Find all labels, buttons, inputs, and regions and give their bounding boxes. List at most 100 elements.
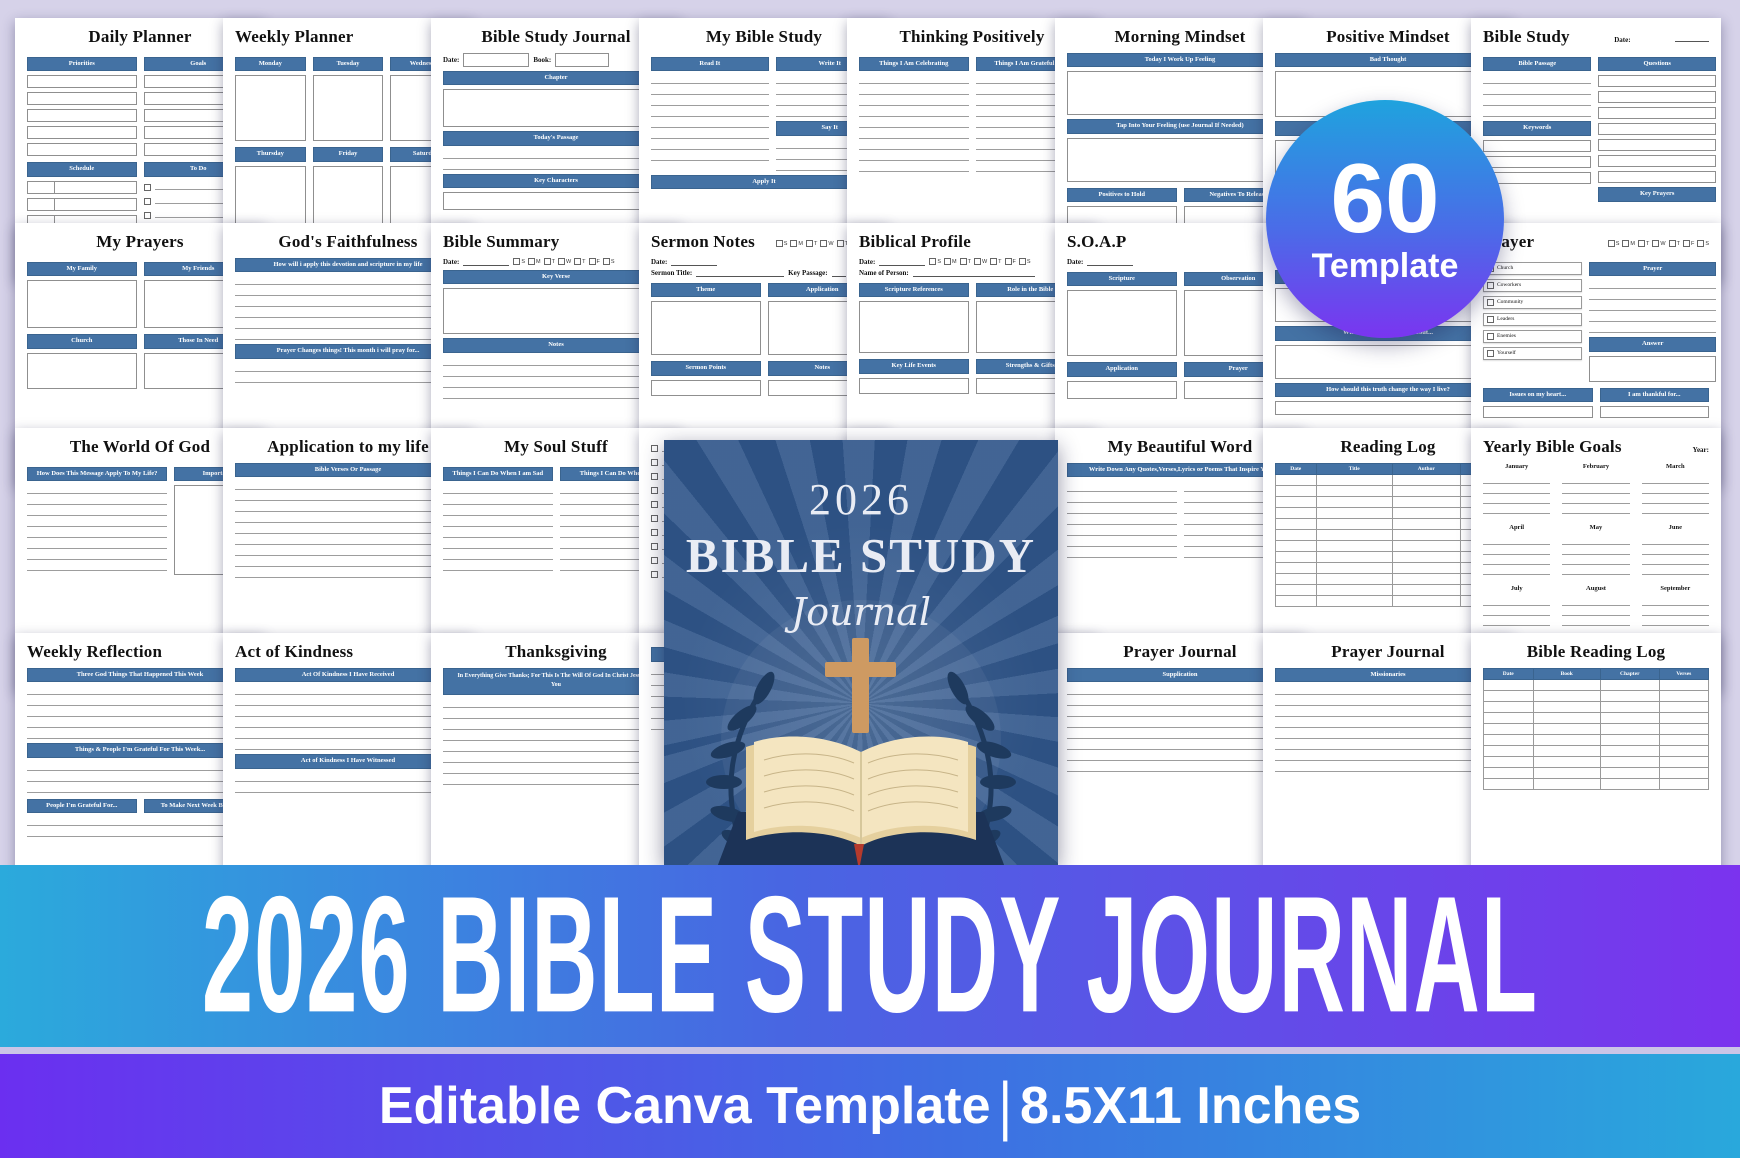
ruled-lines: [1483, 73, 1592, 118]
page-header: Thanksgiving: [443, 642, 669, 662]
ruled-line: [651, 139, 769, 151]
weekday-checkbox: T: [543, 258, 555, 266]
section-header-bar: Answer: [1589, 337, 1716, 352]
ruled-lines: [235, 361, 461, 383]
ruled-line: [775, 138, 884, 149]
page-header: Morning Mindset: [1067, 27, 1293, 47]
entry-row: [27, 92, 137, 106]
checkbox-icon: [1682, 240, 1690, 247]
ruled-line: [27, 826, 253, 838]
log-table-header: Date: [1275, 462, 1317, 475]
ruled-line: [443, 774, 669, 785]
ruled-line: [975, 161, 1085, 173]
log-table-cell: [1600, 678, 1660, 691]
ruled-line: [443, 366, 669, 377]
entry-box: [859, 301, 969, 354]
weekday-checkbox: W: [1652, 240, 1666, 247]
ruled-lines: [443, 148, 669, 170]
ruled-line: [1275, 761, 1501, 773]
log-table-cell: [1658, 755, 1709, 768]
page-title: Thinking Positively: [899, 27, 1045, 46]
ruled-line: [1641, 494, 1709, 504]
ruled-line: [775, 73, 884, 85]
weekday-checkbox: M: [790, 240, 803, 247]
weekday-checkbox: T: [836, 240, 848, 247]
ruled-line: [235, 307, 461, 319]
column: Things I Can Do When I am Sad: [443, 463, 553, 572]
entry-box: [651, 301, 761, 356]
entry-row: [1483, 139, 1592, 152]
page-title: My Prayers: [96, 232, 184, 251]
checkbox-icon: [651, 487, 658, 494]
log-table-cell: [1483, 744, 1534, 757]
ruled-line: [1589, 322, 1716, 334]
ruled-line: [859, 150, 969, 162]
weekday-checkbox: S: [1697, 240, 1709, 247]
log-table-row: [1275, 495, 1501, 508]
ruled-line: [1483, 596, 1551, 606]
ruled-line: [775, 149, 884, 160]
log-table: DateTitleAuthorPages: [1275, 462, 1501, 607]
log-table-cell: [1392, 572, 1461, 585]
section-header-bar: Supplication: [1067, 667, 1293, 683]
ruled-line: [27, 684, 253, 696]
log-table-cell: [1658, 777, 1709, 790]
section-header-bar: Tap Into Your Feeling (use Journal If Ne…: [1067, 119, 1293, 134]
ruled-line: [1067, 525, 1177, 537]
log-table-cell: [1532, 766, 1601, 779]
log-table-header: Date: [1483, 667, 1534, 680]
log-table-cell: [1392, 583, 1461, 596]
ruled-line: [27, 538, 168, 550]
meta-underline: [671, 258, 718, 266]
todo-line: [154, 184, 253, 191]
ruled-line: [775, 160, 884, 171]
entry-box: [651, 379, 761, 396]
weekday-checkbox: T: [806, 240, 817, 247]
page-title: Prayer Journal: [1331, 642, 1445, 661]
log-table-cell: [1392, 550, 1461, 563]
page-title: Reading Log: [1340, 437, 1436, 456]
log-table-row: [1483, 733, 1709, 746]
entry-row: [27, 109, 137, 123]
meta-label: Date:: [443, 257, 460, 266]
column: How Does This Message Apply To My Life?: [27, 463, 168, 572]
checkbox-icon: [528, 258, 535, 266]
weekday-checkbox: T: [1668, 240, 1680, 247]
ruled-line: [443, 148, 669, 159]
page-header: Bible Reading Log: [1483, 642, 1709, 662]
log-table-cell: [1658, 700, 1709, 713]
checkbox-icon: [1697, 240, 1705, 247]
entry-row: [1483, 155, 1592, 168]
checkbox-icon: [651, 473, 658, 480]
laurel-left-icon: [706, 671, 775, 851]
main-title-banner: 2026 BIBLE STUDY JOURNAL: [0, 863, 1740, 1047]
cover-subtitle: Journal: [790, 590, 932, 634]
day-entry-box: [312, 165, 384, 232]
log-table-cell: [1392, 517, 1461, 530]
page-header: My Bible Study: [651, 27, 877, 47]
page-header: Bible Study Journal: [443, 27, 669, 47]
log-table: Date Book Chapter Verses: [1483, 667, 1709, 790]
page-header: Prayer Journal: [1067, 642, 1293, 662]
ruled-lines: [1275, 684, 1501, 773]
ruled-line: [1589, 300, 1716, 312]
entry-box: [27, 352, 137, 389]
ruled-line: [1483, 84, 1592, 96]
ruled-line: [651, 106, 769, 118]
month-block: July: [1483, 585, 1551, 636]
todo-line: [154, 212, 253, 219]
ruled-line: [27, 760, 253, 771]
subtitle-text: Editable Canva Template | 8.5X11 Inches: [379, 1070, 1361, 1143]
month-block: August: [1562, 585, 1630, 636]
ruled-line: [1641, 616, 1709, 626]
page-title: The World Of God: [69, 437, 211, 456]
ruled-line: [651, 84, 769, 96]
checkbox-icon: [651, 571, 658, 578]
day-column: Friday: [312, 143, 384, 232]
weekday-checkbox: M: [944, 258, 957, 266]
entry-box: [1067, 137, 1293, 182]
log-table-cell: [1392, 561, 1461, 574]
ruled-line: [235, 490, 461, 502]
ruled-line: [975, 95, 1085, 107]
